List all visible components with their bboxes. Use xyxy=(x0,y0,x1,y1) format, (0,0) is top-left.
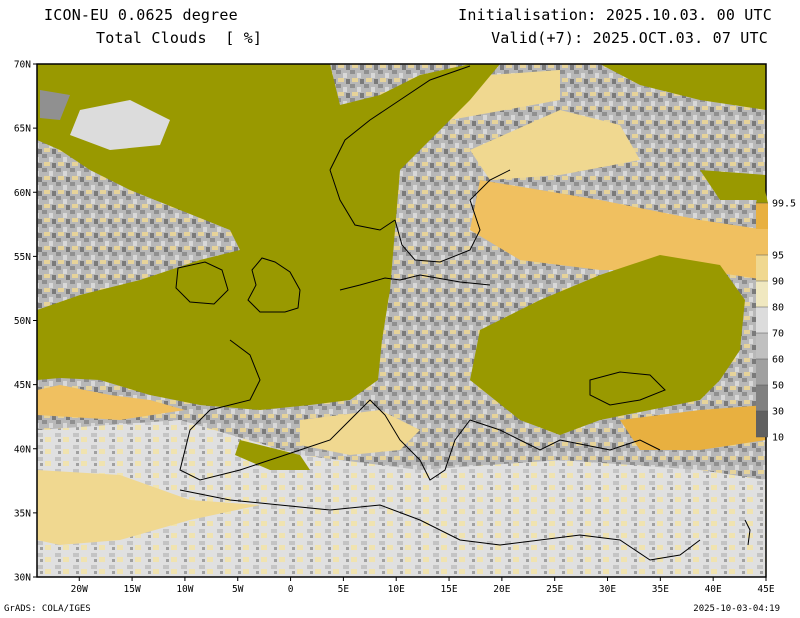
colorbar-segment xyxy=(756,255,768,281)
colorbar-label: 60 xyxy=(772,355,784,366)
valid-time: Valid(+7): 2025.OCT.03. 07 UTC xyxy=(491,29,768,47)
lat-tick-label: 55N xyxy=(14,252,31,263)
lat-tick-label: 70N xyxy=(14,60,31,71)
colorbar-label: 80 xyxy=(772,303,784,314)
lon-tick-label: 20W xyxy=(71,584,88,595)
lat-tick-label: 35N xyxy=(14,508,31,519)
colorbar-segment xyxy=(756,229,768,255)
lon-tick-label: 45E xyxy=(757,584,774,595)
longitude-ticks: 20W 15W 10W 5W 0 5E 10E 15E 20E 25E 30E 35E 40E 45E xyxy=(71,577,775,595)
colorbar-segment xyxy=(756,333,768,359)
colorbar-label: 10 xyxy=(772,433,784,444)
lon-tick-label: 40E xyxy=(705,584,722,595)
lon-tick-label: 5W xyxy=(232,584,244,595)
baltic-coast xyxy=(394,169,511,263)
lat-tick-label: 50N xyxy=(14,316,31,327)
colorbar-segment xyxy=(756,385,768,411)
colorbar-label: 95 xyxy=(772,251,784,262)
initialisation-time: Initialisation: 2025.10.03. 00 UTC xyxy=(458,6,772,24)
cloud-field xyxy=(37,64,766,577)
lat-tick-label: 45N xyxy=(14,380,31,391)
colorbar-segment xyxy=(756,359,768,385)
colorbar: 10 30 50 60 70 80 90 95 99.5 xyxy=(756,178,796,444)
colorbar-label: 90 xyxy=(772,277,784,288)
lon-tick-label: 15W xyxy=(124,584,141,595)
coastlines xyxy=(175,65,751,561)
lon-tick-label: 20E xyxy=(493,584,510,595)
lat-tick-label: 40N xyxy=(14,444,31,455)
colorbar-label: 70 xyxy=(772,329,784,340)
map-title: ICON-EU 0.0625 degree xyxy=(44,6,238,24)
colorbar-segment xyxy=(756,281,768,307)
north-coast xyxy=(339,274,491,291)
lon-tick-label: 35E xyxy=(652,584,669,595)
great-britain-coast xyxy=(247,257,301,313)
lat-tick-label: 65N xyxy=(14,124,31,135)
colorbar-label: 99.5 xyxy=(772,199,796,210)
footer-timestamp: 2025-10-03-04:19 xyxy=(693,604,780,614)
black-sea-north-coast xyxy=(589,371,666,406)
lat-tick-label: 60N xyxy=(14,188,31,199)
footer-credit: GrADS: COLA/IGES xyxy=(4,604,91,614)
lon-tick-label: 10W xyxy=(176,584,193,595)
lon-tick-label: 15E xyxy=(440,584,457,595)
east-coast xyxy=(744,519,751,546)
colorbar-label: 30 xyxy=(772,407,784,418)
latitude-ticks: 30N 35N 40N 45N 50N 55N 60N 65N 70N xyxy=(14,60,37,584)
black-sea-south-coast xyxy=(469,419,661,451)
north-africa-coast xyxy=(179,489,701,561)
colorbar-segment xyxy=(756,307,768,333)
lon-tick-label: 10E xyxy=(388,584,405,595)
colorbar-top-triangle xyxy=(756,178,768,203)
colorbar-segment xyxy=(756,203,768,229)
variable-title: Total Clouds [ %] xyxy=(96,29,263,47)
western-med-coast xyxy=(179,339,471,481)
lat-tick-label: 30N xyxy=(14,573,31,584)
lon-tick-label: 30E xyxy=(599,584,616,595)
lon-tick-label: 25E xyxy=(546,584,563,595)
colorbar-label: 50 xyxy=(772,381,784,392)
norway-coast xyxy=(329,65,471,231)
ireland-coast xyxy=(175,261,229,305)
colorbar-segment xyxy=(756,411,768,437)
lon-tick-label: 5E xyxy=(338,584,350,595)
lon-tick-label: 0 xyxy=(288,584,294,595)
